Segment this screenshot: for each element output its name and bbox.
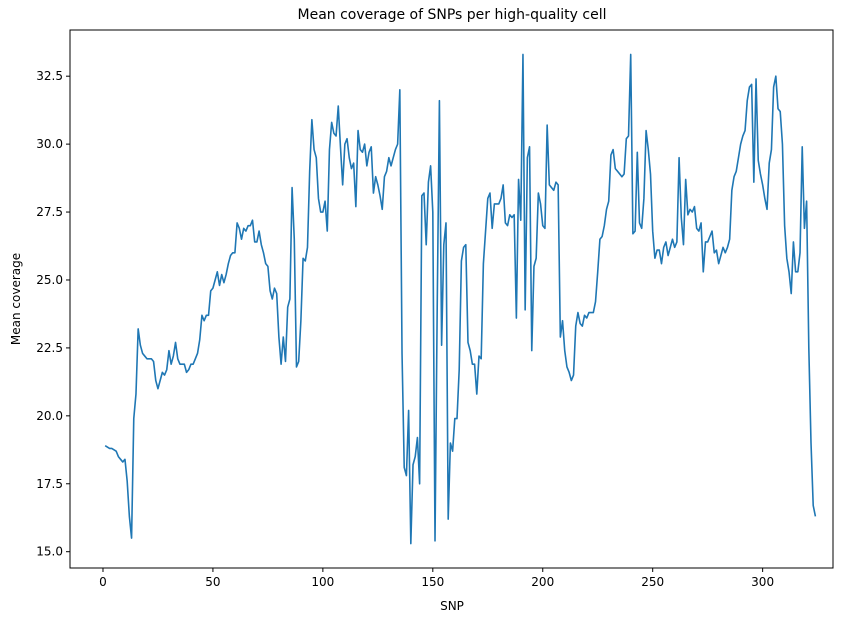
data-line	[104, 53, 817, 545]
y-tick-label: 30.0	[36, 137, 63, 151]
x-tick-label: 50	[205, 575, 220, 589]
y-tick-label: 27.5	[36, 205, 63, 219]
x-tick-label: 100	[311, 575, 334, 589]
x-tick-label: 150	[421, 575, 444, 589]
y-tick-label: 17.5	[36, 477, 63, 491]
y-tick-label: 32.5	[36, 69, 63, 83]
y-tick-label: 25.0	[36, 273, 63, 287]
y-tick-label: 20.0	[36, 409, 63, 423]
x-axis-label: SNP	[440, 599, 464, 613]
y-tick-label: 15.0	[36, 545, 63, 559]
plot-frame	[69, 29, 834, 569]
x-tick-label: 250	[641, 575, 664, 589]
chart-title: Mean coverage of SNPs per high-quality c…	[298, 7, 607, 23]
x-tick-label: 300	[751, 575, 774, 589]
y-axis-label: Mean coverage	[9, 253, 23, 345]
y-tick-label: 22.5	[36, 341, 63, 355]
x-tick-label: 200	[531, 575, 554, 589]
x-tick-label: 0	[99, 575, 107, 589]
